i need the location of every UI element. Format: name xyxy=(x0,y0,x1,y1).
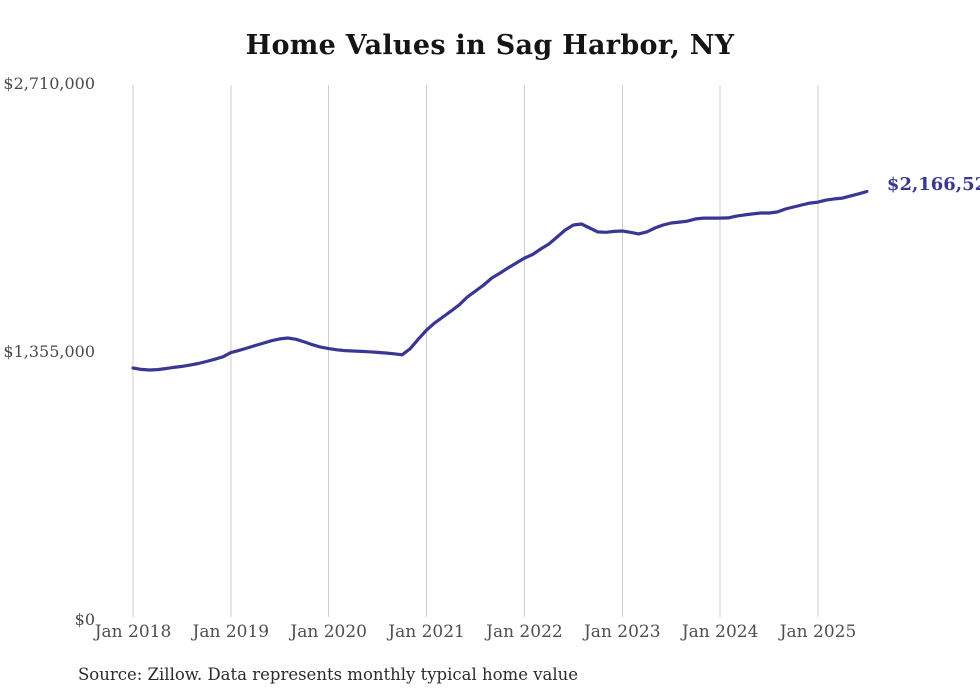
x-axis-tick-label: Jan 2022 xyxy=(486,622,563,642)
x-axis-tick-label: Jan 2019 xyxy=(192,622,270,642)
current-value-label: $2,166,527 xyxy=(886,174,980,196)
x-axis-tick-label: Jan 2024 xyxy=(681,622,759,642)
y-axis-tick-label: $2,710,000 xyxy=(3,74,95,93)
y-axis-tick-label: $1,355,000 xyxy=(3,342,95,361)
x-axis-tick-label: Jan 2020 xyxy=(290,622,367,642)
x-axis-tick-label: Jan 2023 xyxy=(583,622,661,642)
y-axis-tick-label: $0 xyxy=(74,610,95,629)
value-line xyxy=(131,189,869,372)
chart-title: Home Values in Sag Harbor, NY xyxy=(245,30,735,61)
x-axis-tick-label: Jan 2025 xyxy=(779,622,857,642)
x-axis-tick-label: Jan 2021 xyxy=(388,622,465,642)
source-note: Source: Zillow. Data represents monthly … xyxy=(78,665,579,684)
x-axis-tick-label: Jan 2018 xyxy=(94,622,172,642)
